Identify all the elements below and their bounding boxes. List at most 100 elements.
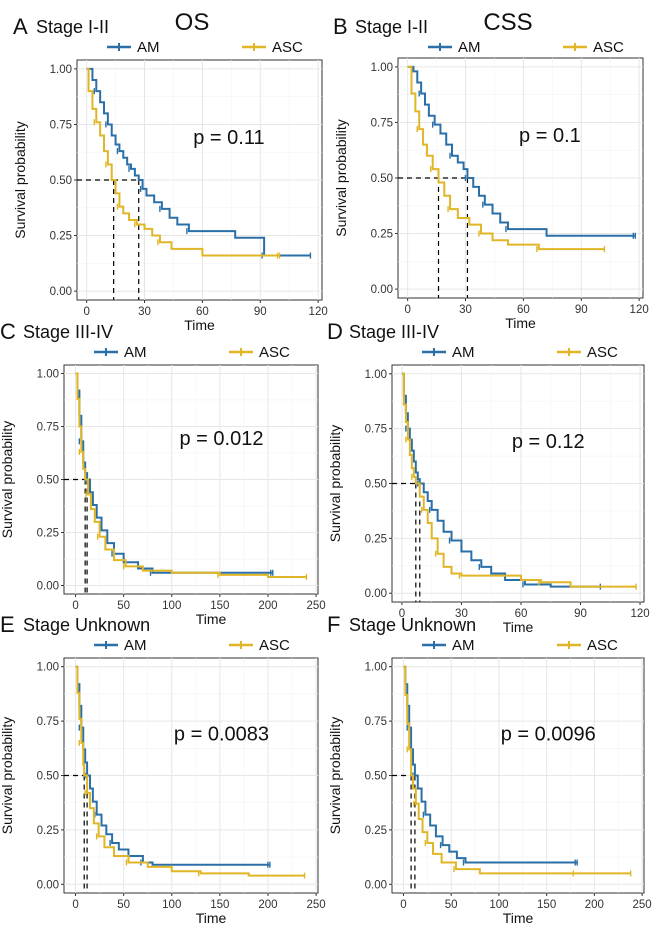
x-tick-label: 100 bbox=[162, 899, 181, 911]
panel-b: B Stage I-II AM ASC 0.00 0.25 0.50 0.75 1.00 0 30 6… bbox=[333, 14, 649, 331]
panel-letter: F bbox=[327, 612, 340, 637]
y-tick-label: 0.50 bbox=[37, 771, 59, 783]
x-tick-label: 60 bbox=[196, 306, 209, 318]
y-tick-label: 0.75 bbox=[371, 117, 393, 129]
x-tick-label: 120 bbox=[309, 306, 328, 318]
panel-c: C Stage III-IV AM ASC 0.00 0.25 0.50 0.75 1.00 0 5… bbox=[0, 319, 326, 627]
km-curve-asc bbox=[407, 65, 605, 251]
column-title-os: OS bbox=[175, 9, 210, 36]
panel-title: Stage Unknown bbox=[349, 615, 476, 635]
x-tick-label: 250 bbox=[306, 600, 325, 612]
panel-title: Stage III-IV bbox=[349, 322, 439, 342]
legend-label-asc: ASC bbox=[259, 637, 290, 654]
x-axis-title: Time bbox=[184, 317, 215, 333]
gridlines bbox=[64, 658, 318, 893]
x-axis-title: Time bbox=[503, 619, 534, 635]
legend-label-am: AM bbox=[452, 637, 475, 654]
y-tick-label: 0.25 bbox=[365, 825, 387, 837]
legend-label-asc: ASC bbox=[587, 344, 618, 361]
y-tick-label: 0.50 bbox=[365, 479, 387, 491]
x-tick-label: 100 bbox=[162, 600, 181, 612]
legend: AM ASC bbox=[422, 637, 618, 654]
km-curve-asc bbox=[75, 665, 305, 877]
y-tick-label: 0.75 bbox=[50, 119, 72, 131]
x-tick-label: 0 bbox=[399, 608, 405, 620]
panel-letter: A bbox=[13, 14, 28, 39]
y-tick-label: 1.00 bbox=[371, 62, 393, 74]
km-curve-am bbox=[403, 665, 578, 864]
y-axis-title: Survival probability bbox=[0, 421, 15, 539]
panel-letter: D bbox=[327, 319, 343, 344]
gridlines bbox=[64, 365, 318, 594]
legend: AM ASC bbox=[428, 39, 624, 56]
y-tick-label: 0.25 bbox=[37, 825, 59, 837]
y-tick-label: 0.00 bbox=[37, 879, 59, 891]
y-tick-label: 1.00 bbox=[365, 369, 387, 381]
y-tick-label: 0.25 bbox=[365, 533, 387, 545]
censor-marks-asc bbox=[78, 448, 308, 581]
p-value: p = 0.1 bbox=[519, 125, 581, 147]
km-curve-am bbox=[86, 67, 311, 257]
x-tick-label: 30 bbox=[138, 306, 151, 318]
y-tick-label: 1.00 bbox=[365, 662, 387, 674]
y-tick-label: 0.75 bbox=[37, 421, 59, 433]
y-tick-label: 1.00 bbox=[37, 368, 59, 380]
x-tick-label: 90 bbox=[575, 304, 588, 316]
x-axis-title: Time bbox=[505, 315, 536, 331]
y-axis-title: Survival probability bbox=[12, 121, 28, 239]
x-tick-label: 200 bbox=[585, 899, 604, 911]
p-value: p = 0.12 bbox=[512, 431, 585, 453]
y-axis-title: Survival probability bbox=[333, 119, 349, 237]
y-tick-label: 0.00 bbox=[50, 286, 72, 298]
y-axis-title: Survival probability bbox=[327, 425, 343, 543]
x-tick-label: 90 bbox=[254, 306, 267, 318]
legend-label-asc: ASC bbox=[272, 39, 303, 56]
legend-label-asc: ASC bbox=[587, 637, 618, 654]
censor-marks-am bbox=[93, 88, 312, 259]
censor-marks-asc bbox=[406, 746, 632, 877]
x-tick-label: 100 bbox=[489, 899, 508, 911]
y-tick-label: 0.00 bbox=[371, 284, 393, 296]
panel-d: D Stage III-IV AM ASC 0.00 0.25 0.50 0.75 1.00 0 3… bbox=[327, 319, 650, 635]
panel-title: Stage I-II bbox=[36, 17, 109, 37]
x-tick-label: 150 bbox=[210, 600, 229, 612]
legend: AM ASC bbox=[107, 39, 303, 56]
y-tick-label: 1.00 bbox=[50, 64, 72, 76]
km-curve-am bbox=[407, 65, 636, 237]
x-tick-label: 60 bbox=[517, 304, 530, 316]
y-tick-label: 0.75 bbox=[365, 424, 387, 436]
legend-label-asc: ASC bbox=[593, 39, 624, 56]
x-tick-label: 60 bbox=[515, 608, 528, 620]
km-curve-asc bbox=[403, 665, 631, 875]
y-tick-label: 0.25 bbox=[50, 231, 72, 243]
gridlines bbox=[392, 658, 644, 893]
x-tick-label: 50 bbox=[117, 600, 130, 612]
censor-marks-asc bbox=[78, 739, 306, 879]
legend-label-am: AM bbox=[452, 344, 475, 361]
x-tick-label: 0 bbox=[72, 899, 78, 911]
x-tick-label: 200 bbox=[258, 899, 277, 911]
y-tick-label: 0.50 bbox=[371, 173, 393, 185]
y-tick-label: 0.50 bbox=[37, 475, 59, 487]
panel-letter: C bbox=[0, 319, 16, 344]
x-tick-label: 200 bbox=[258, 600, 277, 612]
x-tick-label: 50 bbox=[445, 899, 458, 911]
censor-marks-asc bbox=[416, 126, 606, 253]
legend-label-am: AM bbox=[458, 39, 481, 56]
x-tick-label: 250 bbox=[306, 899, 325, 911]
legend: AM ASC bbox=[94, 637, 290, 654]
km-curve-asc bbox=[401, 372, 637, 588]
censor-marks-am bbox=[418, 90, 636, 239]
panel-letter: B bbox=[333, 14, 348, 39]
y-tick-label: 0.75 bbox=[365, 716, 387, 728]
x-tick-label: 0 bbox=[400, 899, 406, 911]
y-tick-label: 0.75 bbox=[37, 716, 59, 728]
legend-label-asc: ASC bbox=[259, 344, 290, 361]
x-axis-title: Time bbox=[503, 910, 534, 926]
km-curve-am bbox=[401, 372, 601, 588]
panel-title: Stage III-IV bbox=[23, 322, 113, 342]
y-tick-label: 0.25 bbox=[37, 528, 59, 540]
y-tick-label: 0.00 bbox=[37, 581, 59, 593]
legend-label-am: AM bbox=[124, 637, 147, 654]
